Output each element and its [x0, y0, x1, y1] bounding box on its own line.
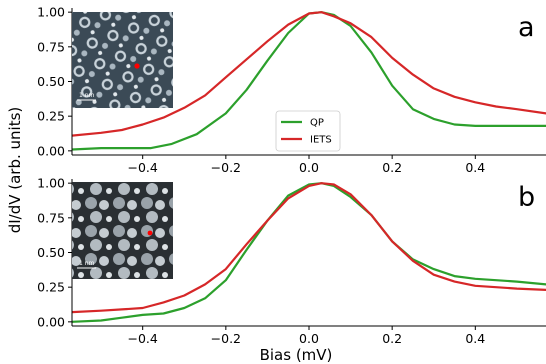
plot-area-a — [72, 11, 546, 151]
y-tick-label-b: 0.50 — [37, 245, 65, 260]
inset-b-marker — [147, 230, 153, 236]
scale-bar-a-label: 1 nm — [79, 92, 95, 99]
y-tick-label-a: 0.00 — [37, 143, 65, 158]
y-tick-label-a: 0.50 — [37, 74, 65, 89]
x-tick-label-a: 0.4 — [465, 160, 485, 175]
panel-label-b: b — [518, 182, 535, 213]
x-tick-label-b: 0.2 — [382, 331, 402, 346]
inset-a-image — [72, 12, 173, 108]
scale-bar-b-label: 1 nm — [79, 260, 95, 267]
inset-a: 1 nm — [72, 12, 173, 108]
inset-a-marker — [134, 63, 140, 69]
legend-qp-label: QP — [310, 118, 324, 129]
legend-iets-label: IETS — [310, 135, 332, 146]
x-tick-label-b: 0.0 — [299, 331, 319, 346]
series-line-iets-b — [72, 182, 546, 314]
panel-label-a: a — [518, 12, 535, 43]
x-tick-label-a: −0.4 — [128, 160, 158, 175]
x-tick-label-a: 0.2 — [382, 160, 402, 175]
y-axis-title: dI/dV (arb. units) — [6, 107, 24, 234]
y-tick-label-b: 1.00 — [37, 176, 65, 191]
y-tick-label-a: 1.00 — [37, 5, 65, 20]
y-tick-label-b: 0.00 — [37, 314, 65, 329]
series-line-iets-a — [72, 11, 546, 137]
x-axis-title: Bias (mV) — [260, 346, 333, 364]
legend: QP IETS — [275, 110, 341, 152]
axes-b: 0.00 0.25 0.50 0.75 1.00 −0.4 −0.2 0.0 0.2 0.4 — [37, 176, 546, 346]
x-tick-label-a: −0.2 — [211, 160, 241, 175]
x-tick-label-a: 0.0 — [299, 160, 319, 175]
axes-a: 0.00 0.25 0.50 0.75 1.00 −0.4 −0.2 0.0 0.2 0.4 — [37, 5, 546, 175]
y-tick-label-b: 0.75 — [37, 210, 65, 225]
x-tick-label-b: −0.4 — [128, 331, 158, 346]
inset-b: 1 nm — [72, 182, 173, 279]
y-tick-label-a: 0.25 — [37, 109, 65, 124]
panel-a: 0.00 0.25 0.50 0.75 1.00 −0.4 −0.2 0.0 0.2 0.4 1 … — [37, 5, 546, 175]
x-tick-label-b: 0.4 — [465, 331, 485, 346]
y-tick-label-b: 0.25 — [37, 280, 65, 295]
inset-b-image — [72, 182, 173, 279]
x-tick-label-b: −0.2 — [211, 331, 241, 346]
panel-b: 0.00 0.25 0.50 0.75 1.00 −0.4 −0.2 0.0 0.2 0.4 1 … — [37, 176, 546, 346]
y-tick-label-a: 0.75 — [37, 39, 65, 54]
plot-area-b — [72, 182, 546, 323]
